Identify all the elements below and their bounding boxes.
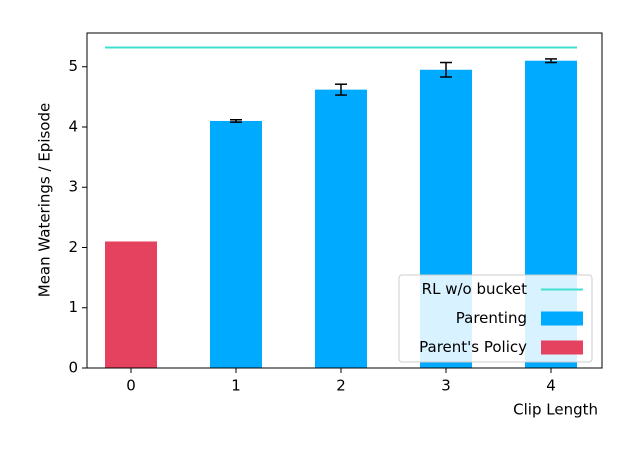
legend-label: Parenting bbox=[456, 309, 527, 327]
x-tick-label: 2 bbox=[336, 377, 346, 395]
legend-box bbox=[398, 274, 593, 363]
y-tick-label: 2 bbox=[68, 238, 78, 256]
legend-label: Parent's Policy bbox=[419, 338, 527, 356]
x-tick-label: 1 bbox=[231, 377, 241, 395]
legend-swatch bbox=[541, 311, 583, 326]
y-tick-label: 4 bbox=[68, 117, 78, 135]
x-tick-label: 0 bbox=[126, 377, 136, 395]
legend-swatch bbox=[541, 340, 583, 355]
x-axis-label: Clip Length bbox=[513, 401, 598, 419]
y-tick-label: 1 bbox=[68, 298, 78, 316]
bar bbox=[105, 241, 157, 368]
plot-frame bbox=[86, 32, 603, 369]
x-tick-label: 4 bbox=[546, 377, 556, 395]
y-tick-label: 0 bbox=[68, 359, 78, 377]
bar bbox=[210, 120, 262, 369]
x-tick-label: 3 bbox=[441, 377, 451, 395]
y-tick-label: 3 bbox=[68, 178, 78, 196]
y-tick-label: 5 bbox=[68, 57, 78, 75]
bar bbox=[315, 89, 367, 368]
legend-label: RL w/o bucket bbox=[422, 280, 527, 298]
y-axis-label: Mean Waterings / Episode bbox=[36, 103, 54, 298]
